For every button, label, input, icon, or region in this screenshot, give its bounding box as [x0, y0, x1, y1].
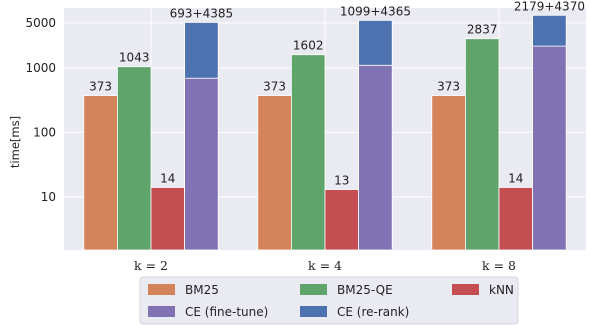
bar-ce-fine-tune	[532, 45, 567, 251]
bar-value-label: 373	[437, 80, 460, 94]
legend-box	[139, 276, 519, 325]
bar-value-label: 1043	[119, 51, 150, 65]
bar-ce-re-rank	[358, 19, 393, 66]
data-labels: 373 1043 14 693+4385 373 1602 13 1099+4365 373 28…	[89, 0, 585, 188]
stack-value-label: 2179+4370	[514, 0, 585, 13]
legend: BM25 BM25-QE kNN CE (fine-tune) CE (re-rank)	[139, 276, 519, 325]
bar-bm25-qe	[117, 66, 152, 251]
stack-value-label: 1099+4365	[340, 4, 411, 18]
bar-value-label: 373	[263, 80, 286, 94]
y-tick-label: 5000	[25, 16, 56, 30]
bar-knn	[150, 187, 185, 251]
axes: time[ms] 10 100 1000 5000 k = 2 k = 4 k = 8	[8, 16, 516, 273]
stack-value-label: 693+4385	[170, 6, 234, 20]
legend-label-bm25-qe: BM25-QE	[337, 283, 393, 297]
x-tick-label: k = 2	[134, 258, 168, 273]
bar-knn	[498, 187, 533, 251]
bar-ce-fine-tune	[184, 77, 219, 251]
y-tick-label: 10	[41, 190, 56, 204]
y-axis-title: time[ms]	[8, 116, 22, 168]
legend-label-ce-fine-tune: CE (fine-tune)	[185, 305, 268, 319]
legend-label-knn: kNN	[489, 283, 514, 297]
bar-bm25-qe	[464, 38, 500, 251]
legend-label-ce-re-rank: CE (re-rank)	[337, 305, 409, 319]
bar-knn	[324, 189, 359, 251]
bar-value-label: 14	[160, 171, 175, 185]
bar-value-label: 1602	[293, 39, 324, 53]
bar-bm25	[83, 95, 118, 251]
bar-value-label: 13	[334, 174, 349, 188]
bar-value-label: 2837	[467, 23, 498, 37]
bar-value-label: 14	[508, 171, 523, 185]
bar-bm25	[257, 95, 292, 251]
legend-swatch-ce-fine-tune	[148, 306, 175, 317]
legend-swatch-ce-re-rank	[300, 306, 327, 317]
y-tick-label: 100	[33, 125, 56, 139]
bars	[83, 14, 567, 251]
bar-value-label: 373	[89, 80, 112, 94]
y-tick-label: 1000	[25, 61, 56, 75]
legend-swatch-knn	[452, 284, 479, 295]
legend-swatch-bm25	[148, 284, 175, 295]
bar-bm25-qe	[290, 54, 326, 251]
legend-label-bm25: BM25	[185, 283, 219, 297]
x-tick-label: k = 8	[482, 258, 516, 273]
legend-swatch-bm25-qe	[300, 284, 327, 295]
bar-ce-fine-tune	[358, 64, 393, 251]
bar-ce-re-rank	[532, 14, 567, 47]
x-tick-label: k = 4	[308, 258, 342, 273]
bar-ce-re-rank	[184, 22, 219, 79]
bar-bm25	[431, 95, 466, 251]
